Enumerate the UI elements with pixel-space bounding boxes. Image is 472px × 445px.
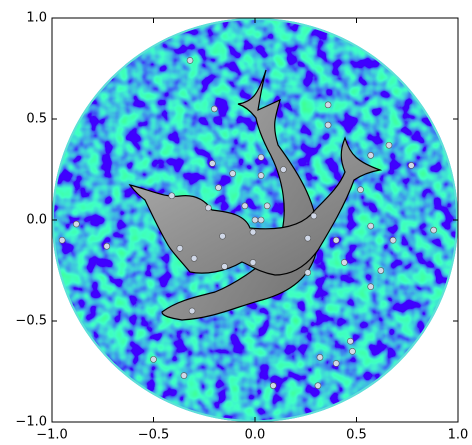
y-tick-label: 0.5 <box>26 112 47 127</box>
point <box>430 226 437 234</box>
point <box>176 244 184 252</box>
y-tick-label: −1.0 <box>15 415 47 430</box>
point <box>249 228 257 236</box>
point <box>385 141 393 149</box>
point <box>188 307 196 315</box>
point <box>324 101 332 109</box>
point <box>58 236 66 244</box>
point <box>332 360 340 367</box>
point <box>205 204 212 212</box>
point <box>180 372 188 379</box>
point <box>186 57 194 64</box>
point <box>280 166 287 173</box>
point <box>367 283 375 290</box>
point <box>168 192 176 200</box>
point <box>316 354 324 361</box>
point <box>367 152 375 159</box>
point <box>389 236 397 244</box>
point <box>241 202 249 210</box>
point <box>324 121 332 129</box>
point <box>209 160 216 167</box>
point <box>257 172 265 179</box>
point <box>408 162 415 169</box>
point <box>221 263 228 270</box>
point <box>263 202 271 210</box>
y-tick-label: 1.0 <box>26 11 47 26</box>
point <box>310 212 318 220</box>
x-tick-label: 0.5 <box>346 428 367 443</box>
point <box>349 347 356 355</box>
point <box>229 170 236 177</box>
point <box>190 255 198 262</box>
y-tick-label: −0.5 <box>15 314 47 329</box>
x-tick-label: −0.5 <box>138 428 170 443</box>
point <box>332 236 340 244</box>
point <box>257 154 265 161</box>
x-tick-label: 1.0 <box>448 428 469 443</box>
point <box>347 337 354 345</box>
point <box>73 220 80 228</box>
point <box>304 269 312 276</box>
point <box>357 186 364 193</box>
point <box>219 232 226 240</box>
point <box>377 267 385 274</box>
point <box>150 356 157 363</box>
y-tick-label: 0.0 <box>26 213 47 228</box>
point <box>257 216 265 224</box>
point <box>367 222 375 230</box>
x-tick-label: 0.0 <box>245 428 266 443</box>
point <box>103 242 111 250</box>
point <box>251 216 259 224</box>
point <box>269 382 277 389</box>
point <box>314 382 322 389</box>
point <box>249 259 257 266</box>
point <box>304 234 312 242</box>
dolphin <box>128 136 383 276</box>
point <box>215 184 222 191</box>
point <box>341 259 348 266</box>
point <box>211 105 218 113</box>
x-tick-label: −1.0 <box>36 428 68 443</box>
